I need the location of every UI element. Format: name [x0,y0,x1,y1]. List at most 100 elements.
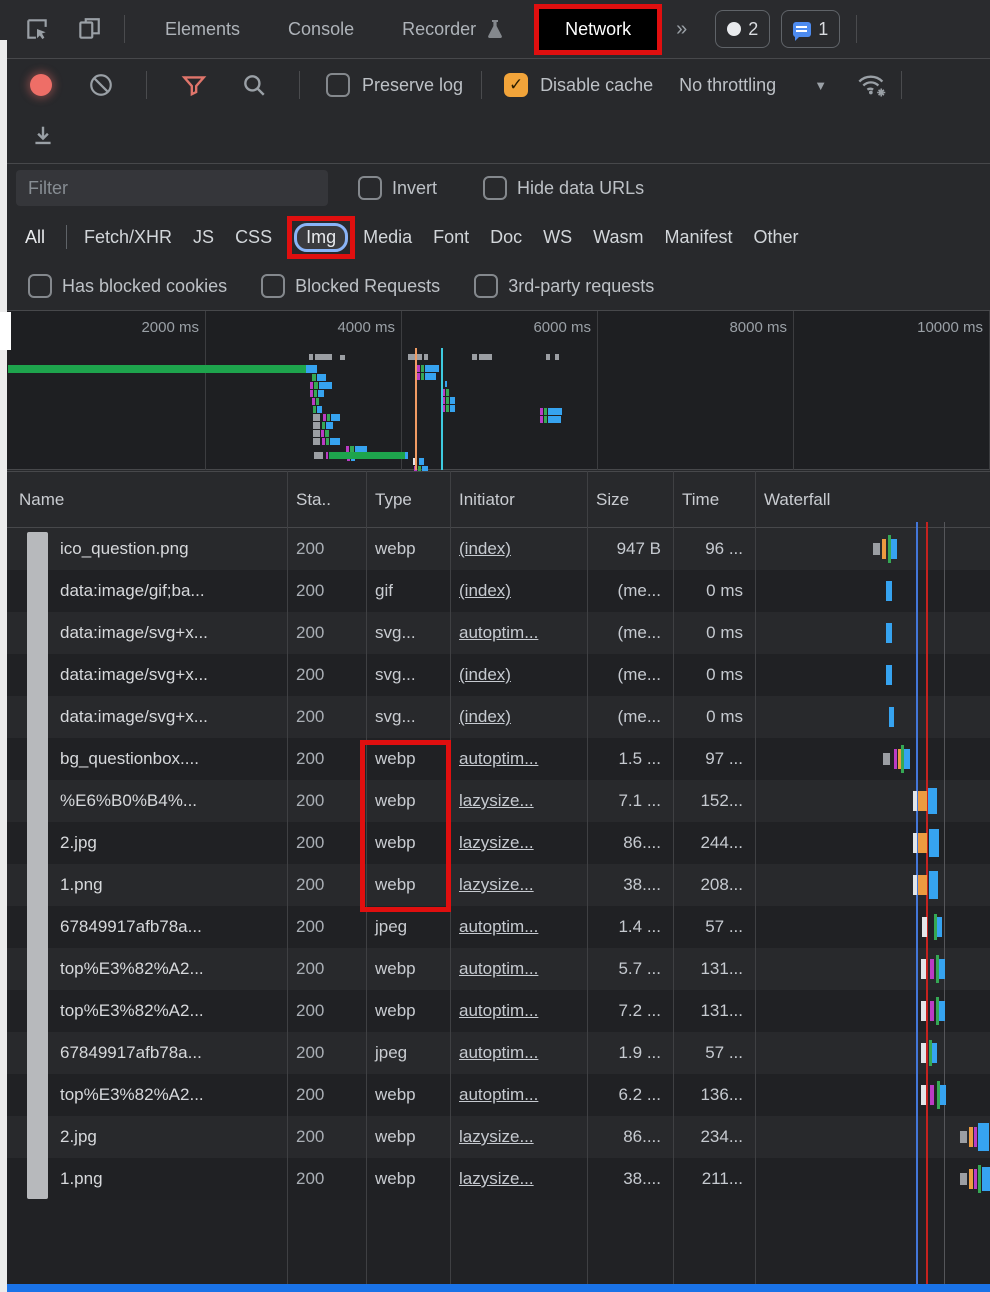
table-row[interactable]: bg_questionbox.... 200 webp autoptim... … [0,738,990,780]
initiator-link[interactable]: autoptim... [459,917,539,936]
chip-other[interactable]: Other [753,226,799,247]
initiator-link[interactable]: (index) [459,539,511,558]
chip-manifest[interactable]: Manifest [664,226,733,247]
filter-icon[interactable] [181,72,207,98]
table-row[interactable]: data:image/svg+x... 200 svg... (index) (… [0,696,990,738]
overview-waterfall-bar [350,446,354,453]
table-row[interactable]: data:image/gif;ba... 200 gif (index) (me… [0,570,990,612]
request-initiator: lazysize... [450,1169,587,1189]
overview-left-handle[interactable] [0,312,11,350]
waterfall-bar [873,543,880,555]
column-header-waterfall[interactable]: Waterfall [764,489,831,509]
chip-css[interactable]: CSS [235,226,273,247]
table-row[interactable]: data:image/svg+x... 200 svg... (index) (… [0,654,990,696]
chip-media[interactable]: Media [363,226,413,247]
column-header-type[interactable]: Type [375,489,412,509]
initiator-link[interactable]: autoptim... [459,1001,539,1020]
chip-wasm[interactable]: Wasm [593,226,644,247]
column-header-size[interactable]: Size [596,489,630,509]
device-toolbar-icon[interactable] [76,16,102,42]
request-time: 96 ... [705,539,743,558]
initiator-link[interactable]: autoptim... [459,1043,539,1062]
overview-waterfall-bar [346,446,349,453]
import-har-icon[interactable] [30,124,56,150]
overview-waterfall-bar [419,458,424,465]
hide-data-urls-checkbox[interactable] [483,176,508,200]
error-count-badge[interactable]: 2 [715,10,771,48]
throttling-dropdown-arrow-icon[interactable]: ▼ [814,77,828,93]
column-header-name[interactable]: Name [19,489,65,509]
overview-gridline [793,311,794,470]
table-row[interactable]: 2.jpg 200 webp lazysize... 86.... 244... [0,822,990,864]
preserve-log-checkbox[interactable] [326,73,350,97]
overview-tick-label: 2000 ms [141,319,199,336]
rows-scrollbar[interactable] [27,532,48,1199]
waterfall-bar [978,1165,981,1193]
request-status: 200 [296,1169,325,1188]
request-initiator: autoptim... [450,749,587,769]
has-blocked-cookies-checkbox[interactable] [28,274,52,298]
request-waterfall [755,1116,990,1158]
tab-console[interactable]: Console [288,18,355,39]
table-row[interactable]: %E6%B0%B4%... 200 webp lazysize... 7.1 .… [0,780,990,822]
column-header-initiator[interactable]: Initiator [459,489,515,509]
waterfall-bar [929,871,938,899]
initiator-link[interactable]: autoptim... [459,623,539,642]
invert-checkbox[interactable] [358,176,382,200]
filter-input[interactable] [16,170,328,206]
request-type: webp [375,959,416,978]
initiator-link[interactable]: (index) [459,581,511,600]
network-overview-timeline[interactable]: 2000 ms 4000 ms 6000 ms 8000 ms 10000 ms [0,311,990,473]
initiator-link[interactable]: lazysize... [459,1169,534,1188]
third-party-requests-checkbox[interactable] [474,274,499,298]
tab-elements[interactable]: Elements [165,18,241,39]
blocked-requests-checkbox[interactable] [261,274,286,298]
table-row[interactable]: 2.jpg 200 webp lazysize... 86.... 234... [0,1116,990,1158]
chip-doc[interactable]: Doc [490,226,523,247]
column-header-time[interactable]: Time [682,489,720,509]
initiator-link[interactable]: autoptim... [459,1085,539,1104]
table-row[interactable]: top%E3%82%A2... 200 webp autoptim... 6.2… [0,1074,990,1116]
disable-cache-checkbox[interactable]: ✓ [504,73,529,97]
initiator-link[interactable]: (index) [459,665,511,684]
table-row[interactable]: 1.png 200 webp lazysize... 38.... 208... [0,864,990,906]
issues-count-badge[interactable]: 1 [781,10,841,48]
network-conditions-icon[interactable] [857,72,887,98]
chip-js[interactable]: JS [193,226,215,247]
column-header-status[interactable]: Sta.. [296,489,331,509]
overview-waterfall-bar [417,365,420,372]
chip-ws[interactable]: WS [543,226,573,247]
chip-img[interactable]: Img [294,222,349,252]
initiator-link[interactable]: (index) [459,707,511,726]
initiator-link[interactable]: lazysize... [459,791,534,810]
chip-fetch-xhr[interactable]: Fetch/XHR [84,226,173,247]
request-waterfall [755,612,990,654]
throttling-select[interactable]: No throttling [679,74,777,95]
search-icon[interactable] [241,72,267,98]
table-row[interactable]: top%E3%82%A2... 200 webp autoptim... 7.2… [0,990,990,1032]
initiator-link[interactable]: autoptim... [459,749,539,768]
initiator-link[interactable]: lazysize... [459,875,534,894]
table-row[interactable]: 67849917afb78a... 200 jpeg autoptim... 1… [0,906,990,948]
overview-waterfall-bar [322,422,325,429]
chip-all[interactable]: All [25,226,46,247]
initiator-link[interactable]: autoptim... [459,959,539,978]
table-row[interactable]: ico_question.png 200 webp (index) 947 B … [0,528,990,570]
request-time: 0 ms [706,665,743,684]
request-type: webp [375,1169,416,1188]
table-row[interactable]: 1.png 200 webp lazysize... 38.... 211... [0,1158,990,1200]
inspect-element-icon[interactable] [24,16,50,42]
more-tabs-chevron-icon[interactable]: » [676,17,688,40]
overview-waterfall-bar [331,414,340,421]
chip-font[interactable]: Font [433,226,470,247]
table-row[interactable]: 67849917afb78a... 200 jpeg autoptim... 1… [0,1032,990,1074]
initiator-link[interactable]: lazysize... [459,1127,534,1146]
table-row[interactable]: top%E3%82%A2... 200 webp autoptim... 5.7… [0,948,990,990]
clear-icon[interactable] [88,72,114,98]
initiator-link[interactable]: lazysize... [459,833,534,852]
table-row[interactable]: data:image/svg+x... 200 svg... autoptim.… [0,612,990,654]
tab-network[interactable]: Network [534,3,663,55]
tab-recorder[interactable]: Recorder [402,18,477,39]
record-button[interactable] [30,74,52,96]
